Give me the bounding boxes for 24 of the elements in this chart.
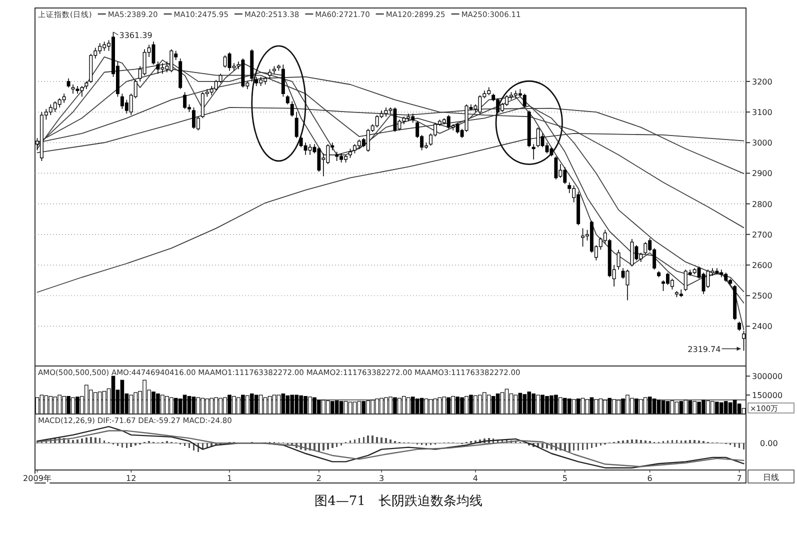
- y-tick-label: 3000: [752, 138, 772, 148]
- y-tick-label: 3200: [752, 77, 772, 86]
- annotation: 2319.74: [688, 344, 721, 354]
- x-tick-label: 7: [736, 474, 742, 483]
- y-tick-label: 150000: [752, 391, 783, 400]
- x-tick-label: 2: [316, 474, 322, 483]
- text: 0.00: [760, 439, 778, 448]
- x-tick-label: 4: [472, 474, 478, 483]
- x-tick-label: 1: [226, 474, 232, 483]
- y-tick-label: 2800: [752, 200, 772, 209]
- y-tick-label: 2500: [752, 292, 772, 301]
- y-tick-label: 300000: [752, 372, 783, 382]
- x-tick-label: 12: [126, 474, 136, 483]
- text: 日线: [763, 473, 779, 482]
- caption: 图4—71 长阴跌迫数条均线: [314, 494, 482, 509]
- x-tick-label: 3: [379, 474, 384, 483]
- x-tick-label: 6: [647, 474, 652, 483]
- x-tick-label: 5: [562, 474, 568, 483]
- y-tick-label: 3100: [752, 108, 772, 118]
- y-tick-label: 2400: [752, 322, 772, 332]
- y-tick-label: 2900: [752, 169, 772, 178]
- y-tick-label: 2600: [752, 261, 772, 270]
- annotation: 3361.39: [119, 31, 152, 40]
- y-tick-label: 2700: [752, 230, 772, 240]
